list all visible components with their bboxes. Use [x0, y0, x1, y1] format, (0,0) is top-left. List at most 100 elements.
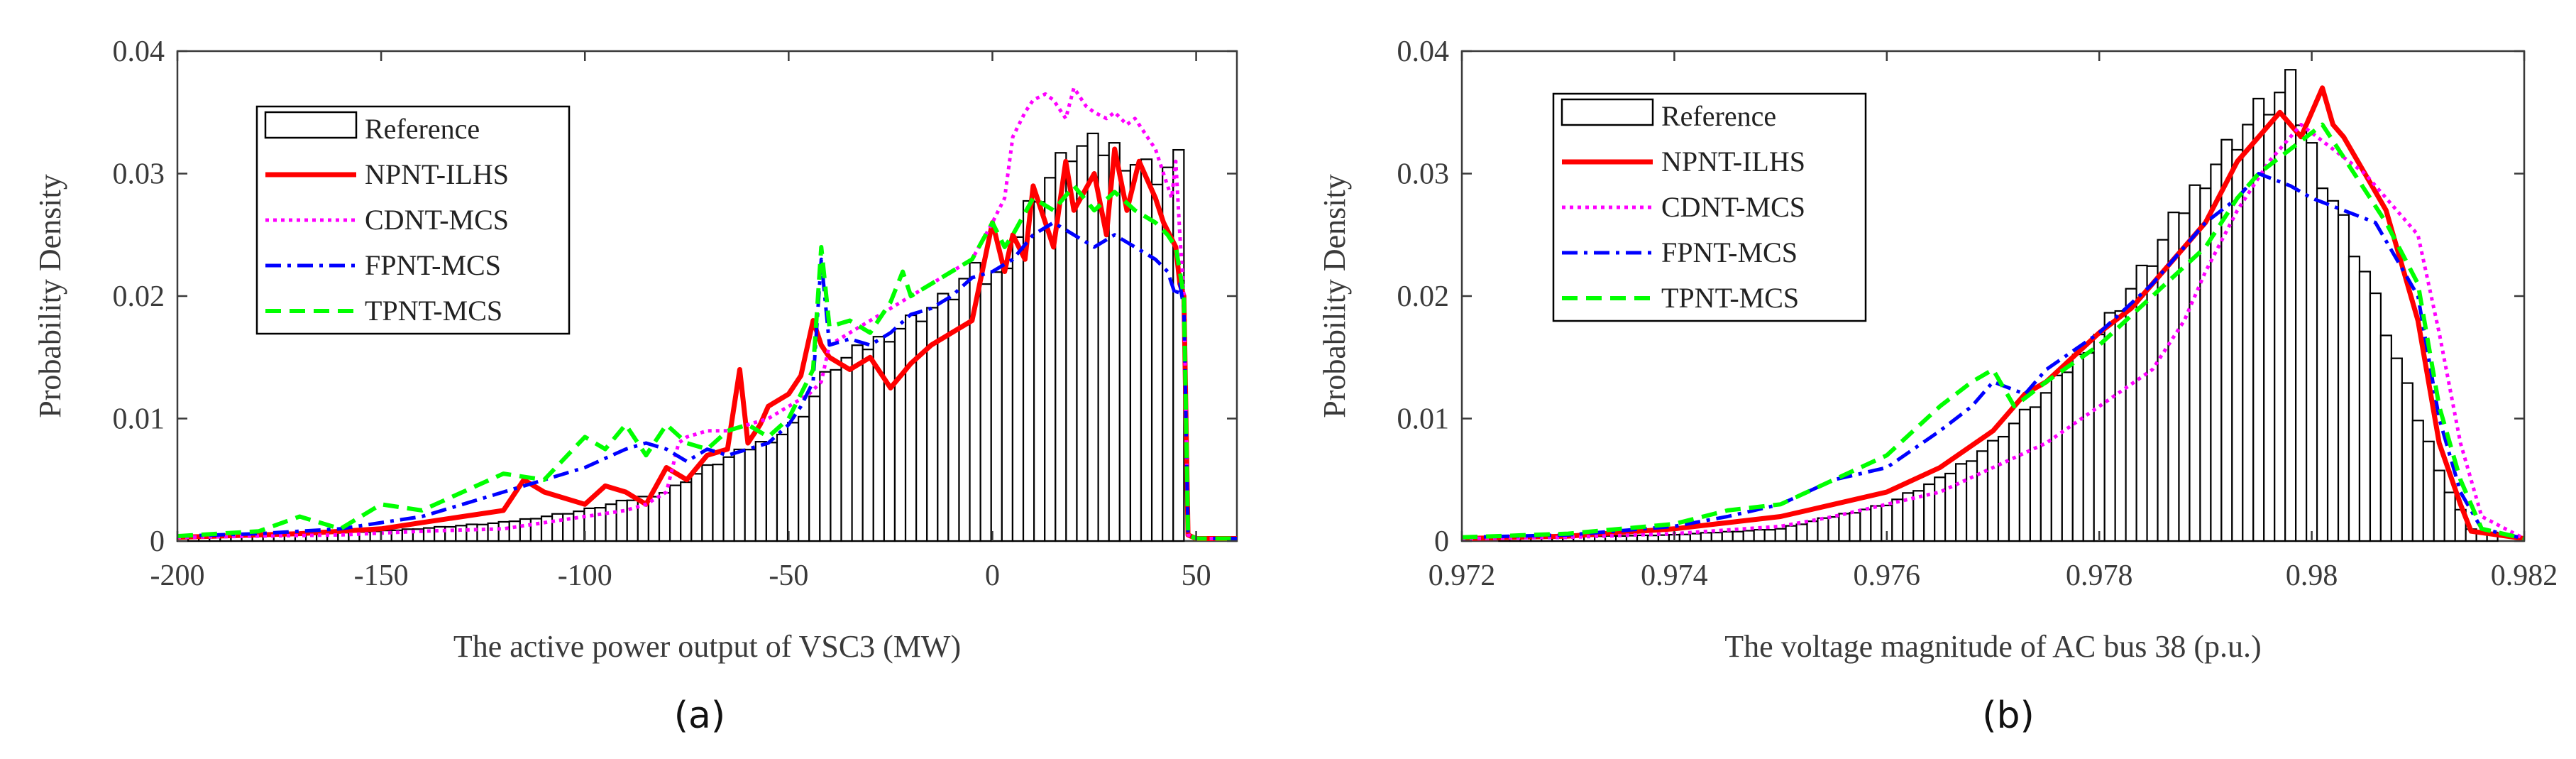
reference-bar-b-78: [2326, 200, 2340, 542]
series-line-npnt-ilhs-b: [1461, 85, 2525, 541]
reference-bar-b-68: [2220, 138, 2233, 542]
y-tick-label-b-0: 0: [1434, 525, 1449, 558]
reference-bar-a-27: [466, 523, 478, 542]
reference-bar-b-46: [1986, 439, 2000, 542]
reference-bar-b-20: [1710, 532, 1723, 542]
x-tick-label-a-4: 0: [985, 559, 1000, 592]
reference-bar-b-86: [2411, 420, 2424, 542]
reference-bar-a-41: [615, 499, 628, 542]
reference-bar-a-71: [937, 293, 950, 542]
reference-bar-b-17: [1678, 533, 1691, 542]
x-tick-label-b-1: 0.974: [1641, 559, 1708, 592]
reference-bar-a-76: [990, 271, 1003, 542]
reference-bar-b-76: [2306, 142, 2318, 542]
reference-bar-b-48: [2008, 422, 2021, 542]
reference-bar-b-56: [2093, 333, 2106, 542]
reference-bar-b-18: [1689, 533, 1702, 542]
reference-bar-b-28: [1795, 523, 1808, 542]
reference-bar-a-89: [1129, 164, 1143, 542]
reference-bar-a-28: [476, 523, 489, 542]
legend-label-reference-b: Reference: [1661, 100, 1776, 132]
reference-bar-a-62: [840, 356, 853, 542]
reference-bar-a-51: [722, 456, 735, 542]
reference-bar-b-67: [2210, 163, 2223, 542]
reference-bar-b-82: [2369, 292, 2382, 542]
legend-label-cdnt-mcs-b: CDNT-MCS: [1661, 191, 1805, 223]
reference-bar-b-89: [2443, 491, 2456, 542]
reference-bar-b-30: [1817, 517, 1829, 542]
reference-bar-b-61: [2146, 265, 2159, 542]
x-tick-label-b-5: 0.982: [2491, 559, 2558, 592]
reference-bar-b-50: [2029, 406, 2042, 542]
reference-bar-b-31: [1827, 515, 1840, 542]
reference-bar-a-80: [1033, 201, 1046, 542]
reference-bar-b-55: [2082, 351, 2095, 542]
reference-bar-a-32: [519, 518, 532, 542]
reference-bar-b-43: [1955, 463, 1968, 542]
series-line-fpnt-mcs-a: [177, 221, 1237, 540]
y-tick-label-a-3: 0.03: [113, 158, 165, 191]
reference-bar-b-39: [1912, 490, 1925, 542]
reference-bar-b-57: [2103, 312, 2116, 542]
series-line-tpnt-mcs-b: [1461, 122, 2525, 541]
reference-bar-b-42: [1944, 472, 1957, 542]
reference-bar-a-26: [455, 525, 468, 542]
legend-label-fpnt-mcs-a: FPNT-MCS: [365, 249, 501, 281]
series-line-fpnt-mcs-b: [1461, 172, 2525, 540]
reference-bar-b-21: [1721, 530, 1734, 542]
reference-bar-a-91: [1150, 183, 1164, 542]
reference-bar-a-33: [529, 518, 543, 542]
reference-bar-a-30: [497, 520, 510, 542]
y-tick-label-b-1: 0.01: [1397, 403, 1450, 436]
reference-bar-a-48: [690, 473, 703, 542]
legend-label-tpnt-mcs-b: TPNT-MCS: [1661, 282, 1799, 314]
reference-bar-b-79: [2337, 214, 2350, 542]
y-tick-label-a-0: 0: [150, 525, 165, 558]
y-tick-label-a-2: 0.02: [113, 280, 165, 313]
reference-bar-a-73: [958, 278, 971, 542]
reference-bar-b-87: [2422, 440, 2435, 542]
x-tick-label-a-1: -150: [354, 559, 409, 592]
reference-bar-a-64: [862, 349, 874, 542]
reference-bar-a-67: [893, 327, 907, 542]
y-tick-label-b-2: 0.02: [1397, 280, 1450, 313]
legend-box-a: [255, 105, 571, 335]
reference-bar-b-29: [1806, 520, 1819, 542]
reference-bar-b-81: [2358, 271, 2372, 542]
reference-bar-b-25: [1763, 529, 1776, 542]
reference-bar-b-23: [1742, 530, 1755, 542]
reference-bar-b-34: [1859, 508, 1872, 542]
reference-bar-b-54: [2071, 354, 2084, 542]
reference-bar-b-47: [1997, 435, 2010, 542]
reference-bar-b-44: [1965, 460, 1978, 542]
x-tick-label-a-2: -100: [558, 559, 612, 592]
y-tick-label-a-1: 0.01: [113, 403, 165, 436]
y-tick-label-a-4: 0.04: [113, 36, 165, 68]
reference-bar-b-15: [1657, 534, 1670, 542]
legend-swatch-reference-a: [264, 111, 358, 139]
reference-bar-b-26: [1774, 528, 1787, 542]
reference-bar-a-31: [508, 520, 521, 542]
reference-bar-b-58: [2114, 310, 2127, 542]
reference-bar-a-55: [765, 442, 778, 542]
reference-bar-a-58: [798, 415, 810, 542]
x-tick-label-b-0: 0.972: [1429, 559, 1496, 592]
y-tick-label-b-3: 0.03: [1397, 158, 1450, 191]
reference-bar-b-71: [2252, 97, 2265, 542]
reference-bar-b-51: [2040, 392, 2052, 542]
reference-bar-a-77: [1001, 267, 1014, 542]
series-line-cdnt-mcs-b: [1461, 123, 2526, 540]
panel-a: (a) -200 -150 -100 -50 0 50 0 0.01 0.02 0.03 0.04 T…: [33, 36, 1238, 737]
reference-bar-b-33: [1849, 512, 1861, 542]
reference-bar-a-38: [583, 507, 596, 542]
reference-bar-a-88: [1118, 170, 1132, 542]
reference-bar-b-45: [1976, 450, 1989, 542]
reference-bar-b-52: [2050, 374, 2063, 542]
reference-bar-a-75: [979, 283, 992, 542]
legend-box-b: [1552, 92, 1867, 322]
series-line-npnt-ilhs-a: [177, 146, 1237, 541]
panel-label-a: (a): [674, 694, 725, 737]
reference-bar-a-59: [808, 395, 821, 542]
reference-bar-a-56: [776, 433, 789, 542]
reference-bar-a-63: [851, 344, 864, 542]
